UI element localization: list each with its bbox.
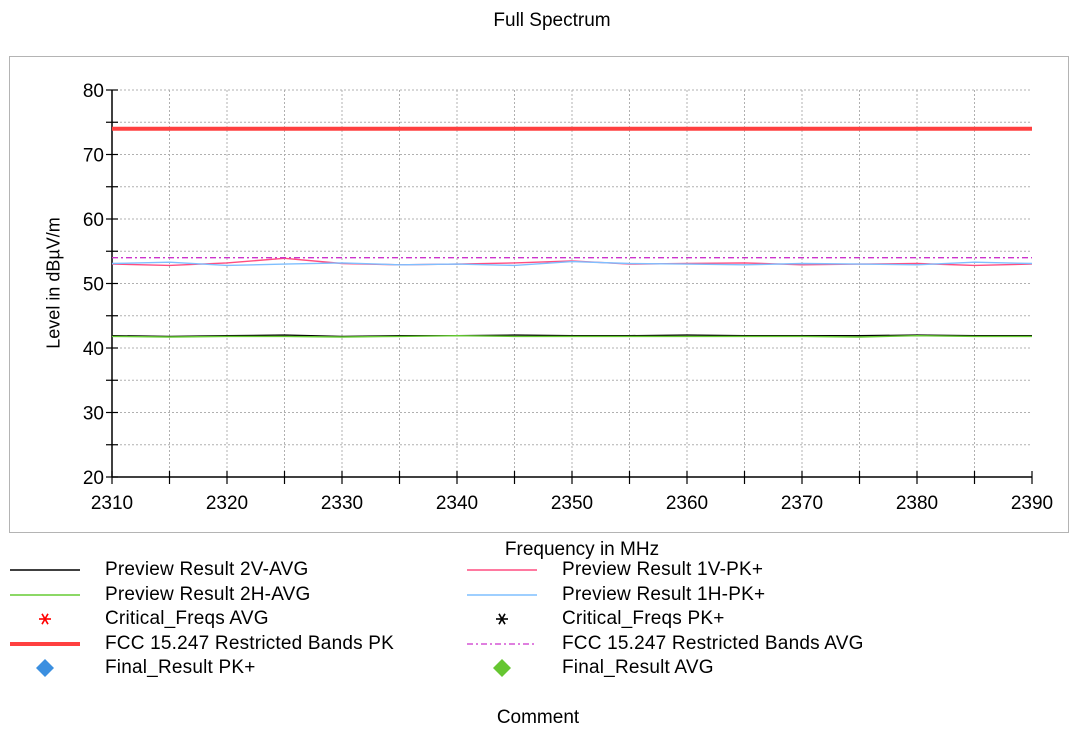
y-tick-label: 60	[83, 210, 104, 231]
x-tick-label: 2370	[781, 493, 823, 514]
comment-label: Comment	[496, 707, 580, 728]
grid	[112, 89, 1032, 477]
legend-swatch	[10, 560, 80, 580]
legend-swatch	[467, 560, 537, 580]
legend-label: Final_Result PK+	[105, 657, 256, 678]
legend-swatch	[10, 585, 80, 605]
y-axis-title: Level in dBµV/m	[43, 217, 64, 349]
series-lines	[111, 126, 1033, 338]
legend-label: Preview Result 1H-PK+	[562, 583, 766, 605]
y-tick-label: 80	[83, 81, 104, 102]
y-tick-label: 20	[83, 468, 104, 489]
x-tick-label: 2320	[206, 493, 248, 514]
legend-swatch	[467, 609, 537, 629]
legend-item: Final_Result PK+	[10, 656, 256, 680]
x-axis-title: Frequency in MHz	[504, 539, 660, 560]
legend-label: Preview Result 1V-PK+	[562, 559, 764, 580]
series-preview-result-1h-pk	[111, 260, 1033, 267]
x-tick-label: 2330	[321, 493, 363, 514]
x-tick-label: 2390	[1011, 493, 1053, 514]
legend-label: Preview Result 2V-AVG	[105, 559, 309, 580]
y-tick-label: 50	[83, 275, 104, 296]
legend-label: FCC 15.247 Restricted Bands PK	[105, 632, 395, 654]
tick-labels: 20 30 40 50 60 70 80 2310 2320 2330 2340 2350 2360 23…	[83, 81, 1053, 514]
legend-swatch	[10, 609, 80, 629]
legend-swatch	[467, 658, 537, 678]
legend-item: Preview Result 1H-PK+	[467, 583, 765, 607]
diamond-icon	[493, 659, 511, 677]
series-preview-result-2h-avg	[111, 335, 1032, 338]
legend-item: Preview Result 2H-AVG	[10, 583, 311, 607]
x-tick-label: 2350	[551, 493, 593, 514]
legend-item: Preview Result 1V-PK+	[467, 558, 763, 582]
legend-swatch	[10, 658, 80, 678]
y-tick-label: 30	[83, 404, 104, 425]
asterisk-icon	[39, 613, 51, 625]
diamond-icon	[36, 659, 54, 677]
legend-label: FCC 15.247 Restricted Bands AVG	[562, 632, 864, 654]
legend-item: Critical_Freqs AVG	[10, 607, 269, 631]
chart-title: Full Spectrum	[493, 10, 611, 31]
x-tick-label: 2380	[896, 493, 938, 514]
legend-label: Preview Result 2H-AVG	[105, 583, 311, 605]
legend-item: Final_Result AVG	[467, 656, 714, 680]
legend-label: Critical_Freqs PK+	[562, 608, 725, 629]
legend-label: Critical_Freqs AVG	[105, 608, 269, 629]
legend-swatch	[10, 634, 80, 654]
axes	[106, 89, 1033, 484]
x-tick-label: 2310	[91, 493, 133, 514]
y-tick-label: 70	[83, 146, 104, 167]
legend-item: Preview Result 2V-AVG	[10, 558, 308, 582]
legend-label: Final_Result AVG	[562, 657, 714, 678]
asterisk-icon	[496, 613, 508, 625]
x-tick-label: 2360	[666, 493, 708, 514]
legend-item: FCC 15.247 Restricted Bands PK	[10, 632, 394, 656]
y-tick-label: 40	[83, 339, 104, 360]
legend-item: FCC 15.247 Restricted Bands AVG	[467, 632, 864, 656]
legend-item: Critical_Freqs PK+	[467, 607, 725, 631]
legend-swatch	[467, 634, 537, 654]
x-tick-label: 2340	[436, 493, 478, 514]
legend-swatch	[467, 585, 537, 605]
